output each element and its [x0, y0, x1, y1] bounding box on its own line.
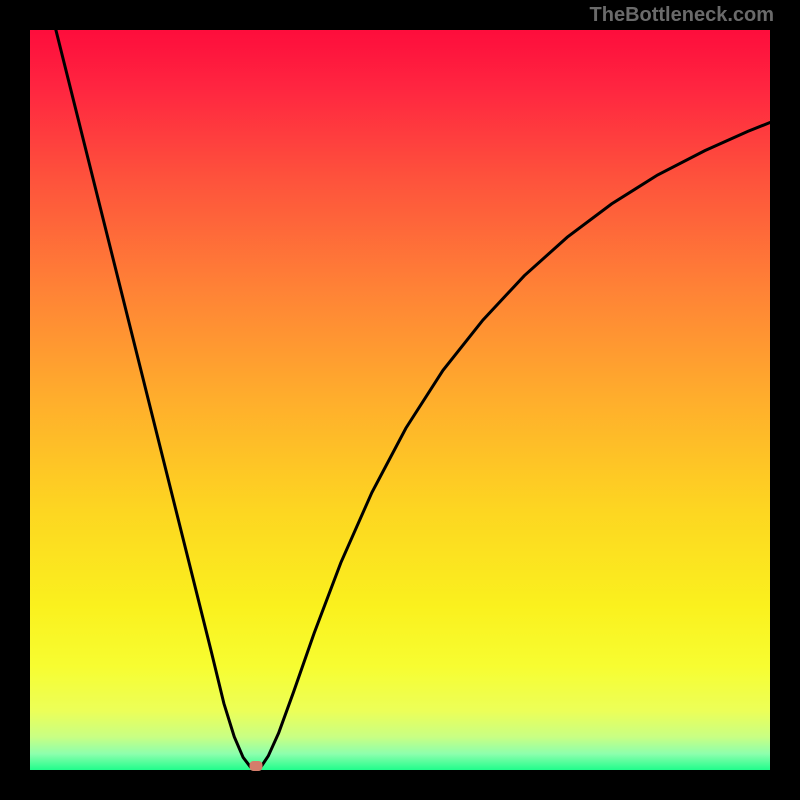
gradient-background [30, 30, 770, 770]
plot-svg [30, 30, 770, 770]
minimum-marker [249, 761, 262, 771]
plot-area [30, 30, 770, 770]
page-root: TheBottleneck.com [0, 0, 800, 800]
watermark-text: TheBottleneck.com [590, 4, 774, 27]
